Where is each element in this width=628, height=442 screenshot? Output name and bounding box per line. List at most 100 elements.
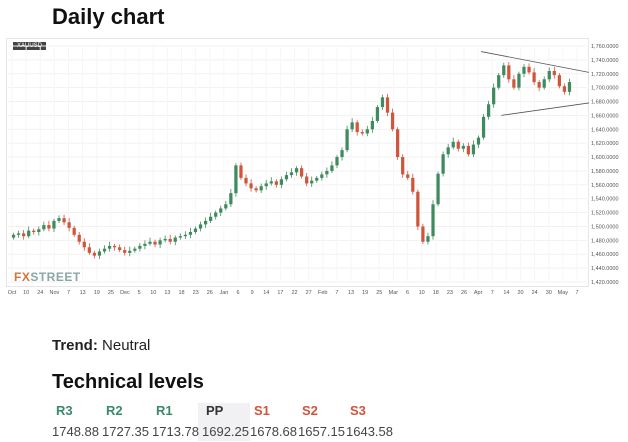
x-tick-label: 27 [306, 290, 312, 296]
candle-body [188, 232, 193, 235]
candle-body [441, 154, 445, 174]
candle-body [380, 97, 385, 108]
candle-body [47, 225, 51, 229]
trend-value: Neutral [102, 337, 151, 354]
candle-body [123, 250, 127, 253]
candle-body [446, 147, 450, 155]
candle-body [522, 66, 526, 74]
candle-body [426, 236, 430, 242]
x-tick-label: 7 [335, 290, 338, 296]
candle-body [320, 174, 324, 178]
fxstreet-watermark: FXSTREET [14, 270, 81, 284]
candle-body [77, 234, 81, 242]
level-label-pp: PP [206, 403, 224, 418]
candle-body [274, 181, 278, 185]
level-label-s1: S1 [254, 403, 270, 418]
level-value-s2: 1657.15 [298, 424, 345, 439]
x-tick-label: 23 [447, 290, 453, 296]
candle-body [254, 188, 258, 191]
y-tick-label: 1,500.0000 [591, 224, 619, 230]
candle-body [229, 193, 233, 205]
y-tick-label: 1,580.0000 [591, 169, 619, 175]
y-tick-label: 1,460.0000 [591, 252, 619, 258]
candle-body [547, 70, 551, 80]
candle-body [97, 251, 102, 256]
x-tick-label: 9 [251, 290, 254, 296]
x-tick-label: 7 [575, 290, 578, 296]
candle-body [62, 218, 66, 223]
candle-body [72, 227, 76, 235]
candle-body [542, 79, 546, 88]
y-tick-label: 1,480.0000 [591, 238, 619, 244]
level-value-pp: 1692.25 [202, 424, 249, 439]
candle-body [315, 177, 319, 181]
candle-body [52, 220, 56, 229]
candle-body [305, 176, 309, 184]
x-tick-label: 22 [291, 290, 297, 296]
x-tick-label: 14 [503, 290, 509, 296]
candle-body [310, 180, 314, 184]
y-tick-label: 1,440.0000 [591, 266, 619, 272]
x-tick-label: 10 [150, 290, 156, 296]
level-value-r1: 1713.78 [152, 424, 199, 439]
candle-body [390, 112, 395, 130]
x-tick-label: 13 [80, 290, 86, 296]
price-chart[interactable]: XAUUSD 1,760.0000 1,740.0000 1,720.0000 1,7… [6, 38, 626, 300]
candle-body [406, 174, 410, 178]
candle-body [345, 129, 349, 151]
candle-body [112, 245, 117, 248]
candle-body [350, 122, 354, 130]
x-tick-label: 23 [193, 290, 199, 296]
candle-body [209, 216, 213, 221]
candle-body [128, 250, 132, 253]
x-tick-label: 30 [546, 290, 552, 296]
level-label-r2: R2 [106, 403, 123, 418]
y-tick-label: 1,640.0000 [591, 127, 619, 133]
level-label-s3: S3 [350, 403, 366, 418]
candle-body [153, 241, 157, 245]
x-tick-label: 18 [178, 290, 184, 296]
x-tick-label: 25 [376, 290, 382, 296]
candle-body [214, 212, 218, 217]
candle-body [481, 116, 486, 138]
candle-body [476, 137, 481, 145]
x-tick-label: Dec [120, 290, 130, 296]
candle-body [259, 186, 263, 191]
candle-body [431, 204, 435, 237]
candle-body [517, 73, 521, 88]
y-tick-label: 1,740.0000 [591, 58, 619, 64]
x-tick-label: Mar [389, 290, 399, 296]
y-tick-label: 1,560.0000 [591, 183, 619, 189]
candle-body [249, 183, 253, 189]
candle-body [173, 237, 177, 242]
candle-body [168, 238, 172, 242]
candle-body [133, 248, 137, 251]
x-tick-label: 13 [164, 290, 170, 296]
y-tick-label: 1,680.0000 [591, 100, 619, 106]
pivot-highlight [198, 403, 250, 441]
y-tick-label: 1,660.0000 [591, 113, 619, 119]
candle-body [234, 165, 238, 194]
candle-body [118, 247, 122, 251]
candle-body [289, 172, 294, 176]
y-tick-label: 1,700.0000 [591, 86, 619, 92]
candle-body [557, 75, 561, 87]
x-tick-label: 10 [23, 290, 29, 296]
candle-body [107, 245, 112, 249]
y-tick-label: 1,620.0000 [591, 141, 619, 147]
candle-body [239, 165, 243, 178]
candle-body [224, 204, 228, 209]
trend-label: Trend: [52, 337, 98, 354]
x-tick-label: 20 [517, 290, 523, 296]
candle-body [163, 238, 167, 241]
candle-body [396, 129, 400, 158]
candle-body [537, 82, 541, 88]
candle-body [532, 72, 536, 83]
candle-body [562, 86, 567, 92]
candle-body [11, 234, 16, 238]
x-tick-label: 5 [138, 290, 141, 296]
x-tick-label: 6 [236, 290, 239, 296]
candle-body [22, 233, 26, 237]
y-tick-label: 1,540.0000 [591, 197, 619, 203]
candle-body [370, 120, 374, 130]
